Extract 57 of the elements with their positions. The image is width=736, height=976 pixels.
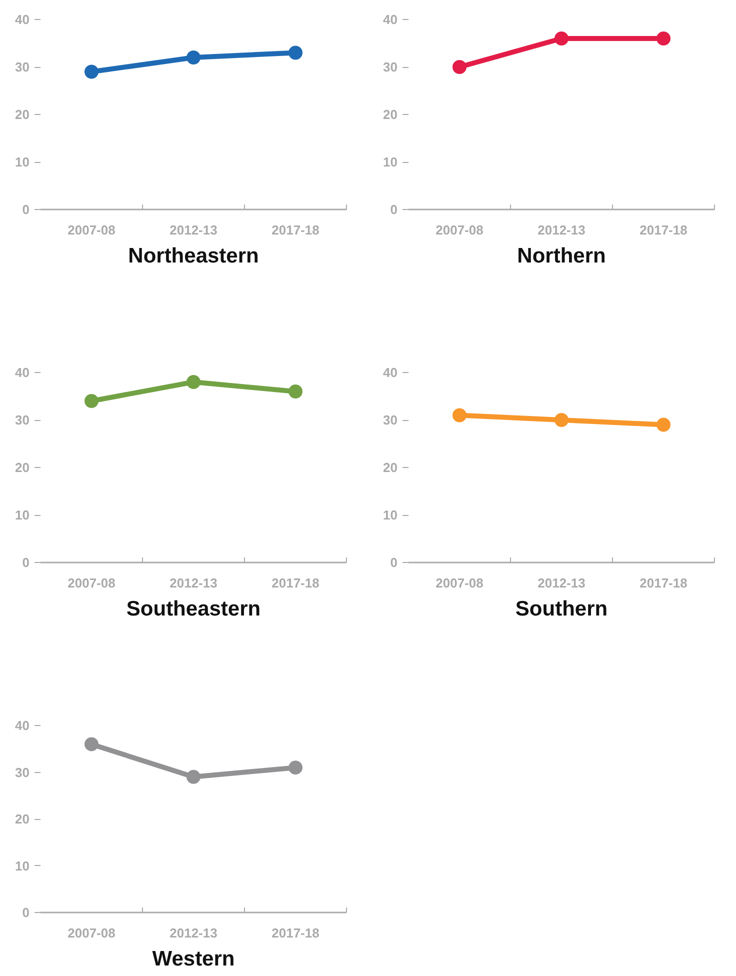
x-tick-label: 2017-18: [272, 926, 320, 940]
point: [452, 408, 466, 422]
point: [288, 384, 302, 398]
x-tick-label: 2007-08: [68, 222, 116, 238]
x-tick-label: 2017-18: [272, 222, 320, 238]
y-tick-label: 0: [22, 202, 30, 217]
x-tick-label: 2017-18: [272, 576, 320, 590]
x-tick-label: 2007-08: [436, 576, 484, 590]
y-tick-label: 10: [15, 154, 30, 170]
y-tick-label: 30: [383, 60, 398, 74]
y-tick-label: 10: [15, 858, 30, 874]
x-tick-label: 2007-08: [68, 926, 116, 940]
point: [656, 418, 670, 432]
y-tick-label: 40: [383, 12, 398, 27]
y-tick-label: 30: [15, 764, 30, 780]
text: Southern: [515, 598, 608, 620]
y-tick-label: 0: [390, 202, 398, 217]
y-tick-label: 20: [15, 107, 30, 122]
y-tick-label: 0: [22, 905, 30, 920]
x-tick-label: 2017-18: [640, 222, 688, 238]
y-tick-label: 10: [15, 508, 30, 522]
text: Northeastern: [128, 244, 259, 268]
y-tick-label: 40: [15, 365, 30, 380]
y-tick-label: 40: [383, 365, 398, 380]
x-tick-label: 2017-18: [640, 576, 688, 590]
y-tick-label: 30: [383, 412, 398, 428]
y-tick-label: 0: [22, 555, 30, 570]
x-tick-label: 2007-08: [68, 576, 116, 590]
x-tick-label: 2012-13: [170, 926, 218, 940]
x-tick-label: 2012-13: [538, 222, 586, 238]
y-tick-label: 30: [15, 412, 30, 428]
point: [84, 737, 98, 752]
text: Northern: [517, 244, 606, 268]
y-tick-label: 40: [15, 12, 30, 27]
point: [186, 375, 200, 389]
y-tick-label: 10: [383, 154, 398, 170]
point: [288, 760, 302, 775]
y-tick-label: 20: [15, 460, 30, 475]
x-tick-label: 2012-13: [538, 576, 586, 590]
point: [84, 394, 98, 408]
point: [186, 770, 200, 784]
y-tick-label: 20: [15, 812, 30, 826]
point: [288, 46, 302, 60]
y-tick-label: 30: [15, 60, 30, 74]
text: Southeastern: [126, 598, 261, 620]
text: Western: [152, 948, 235, 970]
point: [186, 50, 200, 64]
x-tick-label: 2007-08: [436, 222, 484, 238]
y-tick-label: 40: [15, 718, 30, 733]
y-tick-label: 10: [383, 508, 398, 522]
y-tick-label: 20: [383, 460, 398, 475]
y-tick-label: 20: [383, 107, 398, 122]
y-tick-label: 0: [390, 555, 398, 570]
x-tick-label: 2012-13: [170, 222, 218, 238]
x-tick-label: 2012-13: [170, 576, 218, 590]
point: [84, 64, 98, 79]
point: [554, 413, 568, 427]
